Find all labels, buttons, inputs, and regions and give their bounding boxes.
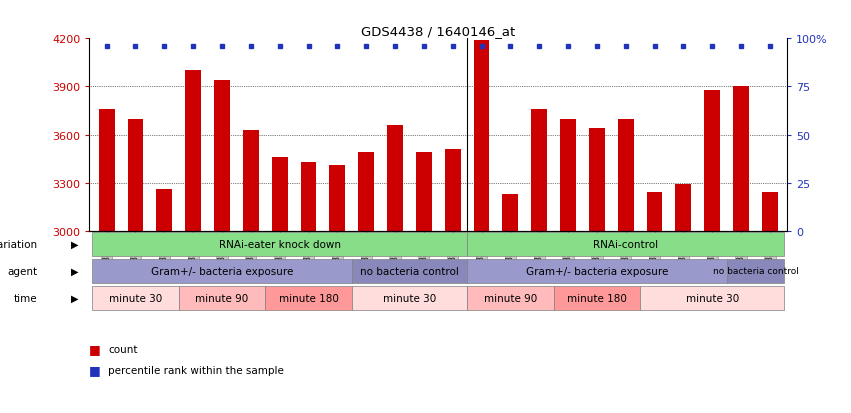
Bar (618, 119, 634, 231)
Bar (351, 286, 467, 311)
Bar (266, 286, 351, 311)
Text: minute 90: minute 90 (196, 293, 248, 303)
Bar (128, 119, 144, 231)
Text: minute 30: minute 30 (383, 293, 436, 303)
Bar (531, 109, 547, 231)
Bar (329, 166, 346, 231)
Text: ■: ■ (89, 363, 101, 376)
Text: count: count (108, 344, 138, 354)
Bar (640, 286, 785, 311)
Bar (467, 233, 785, 257)
Text: minute 180: minute 180 (567, 293, 627, 303)
Text: ▶: ▶ (71, 240, 79, 249)
Bar (554, 286, 640, 311)
Text: no bacteria control: no bacteria control (360, 266, 459, 276)
Bar (358, 153, 374, 231)
Text: genotype/variation: genotype/variation (0, 240, 37, 249)
Text: agent: agent (7, 266, 37, 276)
Bar (589, 129, 605, 231)
Bar (92, 286, 179, 311)
Bar (647, 193, 662, 231)
Text: Gram+/- bacteria exposure: Gram+/- bacteria exposure (151, 266, 294, 276)
Bar (300, 162, 317, 231)
Bar (733, 87, 749, 231)
Text: RNAi-eater knock down: RNAi-eater knock down (219, 239, 340, 249)
Bar (727, 259, 785, 284)
Text: percentile rank within the sample: percentile rank within the sample (108, 365, 284, 375)
Text: ▶: ▶ (71, 266, 79, 276)
Bar (92, 259, 351, 284)
Bar (214, 81, 230, 231)
Bar (467, 259, 727, 284)
Text: minute 30: minute 30 (109, 293, 163, 303)
Text: Gram+/- bacteria exposure: Gram+/- bacteria exposure (526, 266, 668, 276)
Title: GDS4438 / 1640146_at: GDS4438 / 1640146_at (361, 25, 516, 38)
Text: minute 180: minute 180 (278, 293, 339, 303)
Bar (387, 126, 403, 231)
Bar (676, 185, 691, 231)
Text: minute 90: minute 90 (483, 293, 537, 303)
Bar (467, 286, 554, 311)
Bar (416, 153, 431, 231)
Bar (243, 131, 259, 231)
Text: ▶: ▶ (71, 293, 79, 304)
Bar (474, 41, 489, 231)
Bar (445, 150, 460, 231)
Bar (705, 90, 720, 231)
Text: minute 30: minute 30 (686, 293, 739, 303)
Bar (157, 190, 172, 231)
Bar (99, 109, 115, 231)
Bar (186, 71, 201, 231)
Bar (762, 193, 778, 231)
Bar (92, 233, 467, 257)
Text: no bacteria control: no bacteria control (712, 266, 798, 275)
Bar (351, 259, 467, 284)
Bar (271, 158, 288, 231)
Text: time: time (14, 293, 37, 304)
Bar (560, 119, 576, 231)
Text: ■: ■ (89, 342, 101, 356)
Bar (502, 195, 518, 231)
Text: RNAi-control: RNAi-control (593, 239, 659, 249)
Bar (179, 286, 266, 311)
